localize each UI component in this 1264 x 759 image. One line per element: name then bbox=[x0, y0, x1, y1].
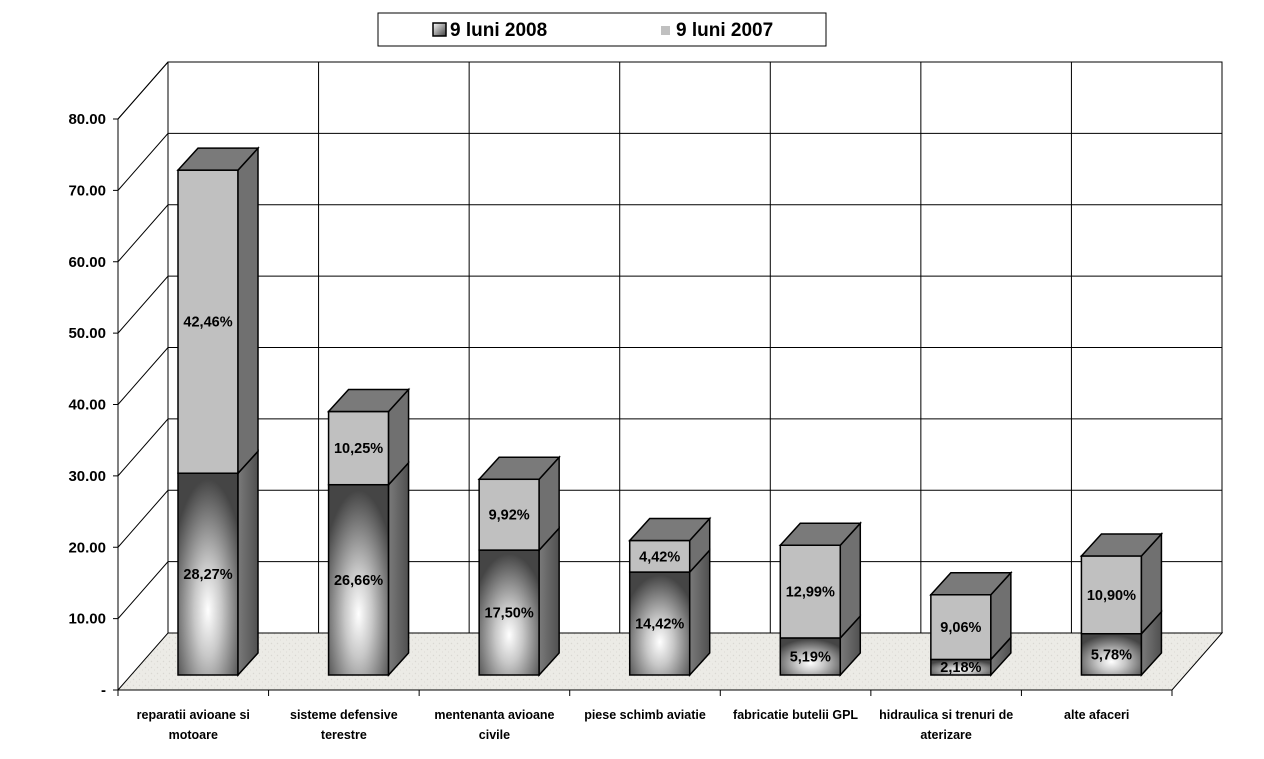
data-label-2008: 26,66% bbox=[334, 573, 383, 589]
gridline bbox=[117, 418, 1222, 477]
category-label: reparatii avioane si bbox=[137, 708, 250, 722]
category-label: hidraulica si trenuri de bbox=[879, 708, 1013, 722]
gridline bbox=[117, 204, 1222, 263]
bar-2007-front bbox=[478, 478, 540, 551]
y-tick-label: 30.00 bbox=[68, 468, 106, 485]
gridline bbox=[117, 275, 1222, 334]
y-tick-label: 60.00 bbox=[68, 254, 106, 271]
x-axis-labels: reparatii avioane si motoare sisteme defen… bbox=[117, 689, 1173, 742]
legend-swatch-2008 bbox=[432, 22, 447, 37]
bar-2008-front bbox=[628, 571, 691, 676]
category-label: aterizare bbox=[920, 728, 971, 742]
y-tick-label: 10.00 bbox=[68, 611, 106, 628]
bar-top bbox=[176, 147, 260, 171]
bar-stack: 28,27% 42,46% bbox=[176, 146, 260, 677]
bar-2008-front bbox=[1080, 632, 1143, 676]
category-label: motoare bbox=[169, 728, 218, 742]
bar-2008-side bbox=[237, 449, 259, 677]
y-axis-ticks: - 10.00 20.00 30.00 40.00 50.00 60.00 70.00 80.0… bbox=[68, 111, 118, 699]
y-tick-label: 70.00 bbox=[68, 182, 106, 199]
gridlines bbox=[117, 61, 1222, 633]
bar-top bbox=[929, 572, 1013, 596]
bar-stack: 14,42% 4,42% bbox=[628, 516, 712, 677]
gridline bbox=[117, 489, 1222, 548]
y-tick-label: 40.00 bbox=[68, 397, 106, 414]
bar-2008-front bbox=[478, 549, 540, 676]
gridline bbox=[117, 61, 1222, 120]
bar-2008-front bbox=[779, 637, 842, 676]
data-label-2007: 10,25% bbox=[334, 441, 383, 457]
legend-label-2008: 9 luni 2008 bbox=[450, 20, 547, 41]
data-label-2008: 14,42% bbox=[635, 617, 684, 633]
data-label-2008: 28,27% bbox=[183, 567, 232, 583]
bar-2008-side bbox=[387, 460, 410, 677]
data-label-2007: 9,92% bbox=[489, 508, 530, 524]
y-tick-label: 80.00 bbox=[68, 111, 106, 128]
data-label-2007: 10,90% bbox=[1087, 588, 1136, 604]
y-tick-label: - bbox=[101, 682, 106, 699]
bar-2007-front bbox=[177, 169, 239, 474]
bars: 28,27% 42,46% 26,66% 10,25% 17,50% 9,92% 14,42… bbox=[176, 146, 1164, 677]
data-label-2008: 2,18% bbox=[940, 660, 981, 676]
bar-stack: 17,50% 9,92% bbox=[477, 455, 561, 677]
bar-stack: 5,78% 10,90% bbox=[1079, 532, 1164, 677]
data-label-2007: 9,06% bbox=[940, 620, 981, 636]
data-label-2008: 17,50% bbox=[485, 606, 534, 622]
bar-2008-side bbox=[538, 526, 560, 677]
category-label: piese schimb aviatie bbox=[584, 708, 706, 722]
bar-stack: 2,18% 9,06% bbox=[929, 570, 1013, 677]
gridline bbox=[117, 347, 1222, 405]
y-tick-label: 50.00 bbox=[68, 325, 106, 342]
bar-2007-front bbox=[930, 594, 992, 661]
data-label-2008: 5,78% bbox=[1091, 647, 1132, 663]
bar-top bbox=[778, 522, 862, 546]
category-label: civile bbox=[479, 728, 510, 742]
bar-top bbox=[1079, 533, 1164, 557]
category-label: terestre bbox=[321, 728, 367, 742]
bar-2007-front bbox=[779, 544, 842, 639]
category-label: mentenanta avioane bbox=[434, 708, 554, 722]
legend-swatch-2007 bbox=[661, 26, 670, 35]
legend: 9 luni 2008 9 luni 2007 bbox=[377, 12, 827, 47]
gridline bbox=[117, 132, 1222, 191]
bar-top bbox=[477, 456, 561, 481]
bar-2008-front bbox=[327, 483, 390, 676]
category-label: alte afaceri bbox=[1064, 708, 1129, 722]
bar-2007-side bbox=[237, 146, 259, 476]
data-label-2007: 12,99% bbox=[786, 585, 835, 601]
data-label-2008: 5,19% bbox=[790, 649, 831, 665]
bar-top bbox=[628, 517, 712, 542]
bar-2008-front bbox=[177, 472, 239, 676]
legend-box bbox=[377, 12, 827, 47]
legend-label-2007: 9 luni 2007 bbox=[676, 20, 773, 41]
bar-stack: 26,66% 10,25% bbox=[326, 387, 411, 677]
bar-top bbox=[326, 388, 411, 413]
y-tick-label: 20.00 bbox=[68, 539, 106, 556]
category-label: fabricatie butelii GPL bbox=[733, 708, 858, 722]
gridline bbox=[117, 561, 1222, 619]
data-label-2007: 4,42% bbox=[639, 549, 680, 565]
bar-stack: 5,19% 12,99% bbox=[778, 521, 862, 677]
category-label: sisteme defensive bbox=[290, 708, 398, 722]
data-label-2007: 42,46% bbox=[183, 315, 232, 331]
